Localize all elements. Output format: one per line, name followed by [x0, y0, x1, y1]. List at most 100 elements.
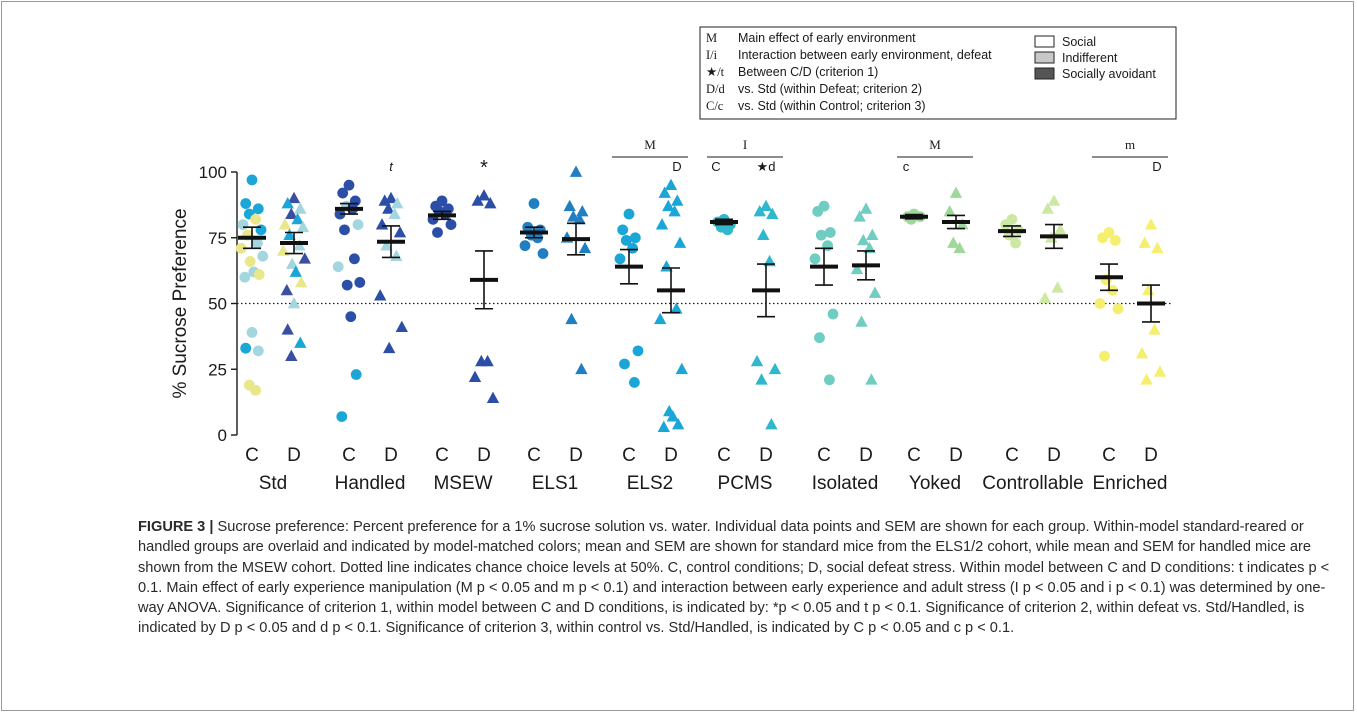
- annotation-top-pcms: I: [743, 137, 747, 152]
- point-msew-d-0: [477, 189, 491, 201]
- point-std-c-4: [250, 213, 261, 225]
- point-std-c-10: [257, 250, 269, 262]
- point-els1-c-5: [519, 240, 531, 252]
- errorbar-handled-d: [377, 225, 405, 259]
- point-std-c-0: [246, 174, 258, 186]
- x-cond-label-isolated-c: C: [817, 445, 831, 466]
- point-std-d-5: [278, 218, 292, 230]
- point-pcms-d-7: [755, 373, 768, 385]
- legend-swatch-1: [1034, 51, 1055, 64]
- point-enriched-c-6: [1112, 303, 1124, 315]
- errorbar-yoked-c: [900, 213, 928, 220]
- point-els2-d-8: [670, 302, 683, 314]
- point-els2-d-1: [658, 186, 671, 198]
- point-els1-d-7: [565, 312, 578, 325]
- key-text-2: Between C/D (criterion 1): [738, 65, 878, 79]
- annotation-top-yoked: M: [929, 137, 941, 152]
- errorbar-els2-c: [615, 248, 643, 285]
- point-pcms-d-6: [768, 362, 782, 375]
- point-isolated-d-6: [868, 286, 882, 298]
- x-cond-label-std-d: D: [287, 445, 301, 466]
- errorbar-std-d: [280, 231, 308, 255]
- point-std-d-2: [294, 202, 307, 214]
- x-cond-label-std-c: C: [245, 445, 259, 466]
- errorbar-els1-c: [520, 226, 548, 239]
- point-std-d-0: [287, 191, 301, 204]
- point-isolated-d-1: [853, 210, 866, 222]
- y-tick-label-75: 75: [208, 229, 227, 248]
- point-els2-c-1: [617, 224, 629, 236]
- errorbar-isolated-d: [852, 250, 880, 281]
- key-symbol-2: ★/t: [706, 65, 725, 79]
- x-group-label-els1: ELS1: [532, 473, 578, 494]
- point-els2-d-12: [666, 410, 679, 422]
- point-std-d-4: [291, 212, 304, 225]
- point-enriched-d-6: [1153, 365, 1167, 377]
- y-tick-label-0: 0: [218, 426, 227, 445]
- point-els2-d-5: [655, 218, 669, 230]
- legend-swatch-2: [1034, 67, 1055, 80]
- x-cond-label-pcms-c: C: [717, 445, 731, 466]
- point-handled-d-5: [375, 218, 389, 230]
- point-std-d-14: [280, 283, 293, 296]
- point-std-d-1: [281, 197, 294, 209]
- point-yoked-d-4: [953, 241, 966, 254]
- point-msew-d-6: [486, 391, 500, 404]
- point-enriched-d-4: [1148, 323, 1161, 335]
- point-std-c-15: [246, 327, 258, 338]
- legend-label-2: Socially avoidant: [1062, 67, 1156, 81]
- x-cond-label-yoked-d: D: [949, 445, 963, 466]
- point-std-c-2: [252, 203, 264, 215]
- point-std-d-10: [298, 252, 311, 264]
- point-handled-d-1: [378, 194, 391, 206]
- point-els1-d-0: [569, 165, 583, 177]
- annotation-top-els2: M: [644, 137, 656, 152]
- point-isolated-c-2: [824, 227, 836, 238]
- point-els2-d-6: [673, 236, 687, 248]
- point-std-d-12: [289, 265, 302, 277]
- point-handled-d-4: [388, 207, 401, 219]
- point-els2-c-4: [627, 242, 638, 254]
- x-group-label-std: Std: [259, 473, 288, 494]
- annotation-d-handled: t: [389, 159, 394, 174]
- point-std-c-9: [235, 242, 247, 254]
- point-isolated-c-7: [814, 332, 825, 344]
- point-els1-d-8: [575, 362, 588, 375]
- point-std-c-14: [239, 271, 251, 283]
- annotation-c-yoked: c: [903, 159, 910, 174]
- annotation-d-pcms: ★d: [757, 159, 776, 174]
- point-handled-c-14: [336, 411, 348, 422]
- x-cond-label-msew-c: C: [435, 445, 449, 466]
- point-els2-c-3: [620, 234, 632, 246]
- errorbar-msew-d: [470, 250, 498, 310]
- point-std-c-8: [252, 237, 263, 249]
- y-tick-label-50: 50: [208, 295, 227, 314]
- point-controllable-c-4: [1010, 237, 1021, 249]
- point-isolated-d-2: [866, 228, 879, 240]
- key-symbol-4: C/c: [706, 99, 724, 113]
- point-isolated-d-8: [865, 373, 878, 385]
- point-handled-c-0: [343, 179, 355, 191]
- point-std-c-13: [253, 269, 265, 280]
- point-els2-d-14: [657, 420, 670, 432]
- point-isolated-c-1: [812, 206, 824, 217]
- point-els2-d-2: [671, 194, 684, 206]
- point-std-d-3: [285, 207, 298, 219]
- point-handled-c-11: [341, 279, 353, 291]
- point-std-d-6: [296, 220, 310, 233]
- x-cond-label-controllable-d: D: [1047, 445, 1061, 466]
- point-enriched-d-5: [1135, 346, 1149, 359]
- point-handled-d-10: [395, 320, 408, 333]
- point-enriched-d-2: [1151, 241, 1164, 254]
- point-handled-c-13: [350, 369, 362, 380]
- point-enriched-c-5: [1094, 298, 1106, 309]
- point-els1-d-4: [573, 212, 586, 225]
- point-handled-d-2: [391, 197, 404, 209]
- errorbar-yoked-d: [942, 214, 970, 230]
- key-text-4: vs. Std (within Control; criterion 3): [738, 99, 926, 113]
- point-handled-d-11: [383, 341, 396, 354]
- point-isolated-c-5: [809, 253, 821, 265]
- caption-label: FIGURE 3 |: [138, 519, 214, 535]
- point-pcms-d-3: [757, 228, 770, 240]
